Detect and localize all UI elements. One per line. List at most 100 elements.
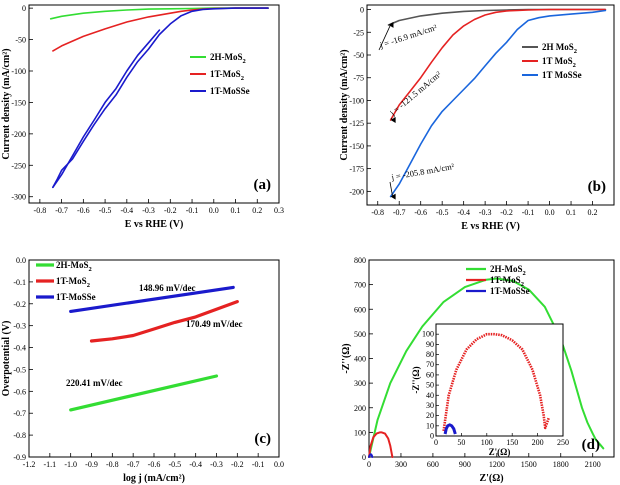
y-tick-label: -250 xyxy=(11,161,26,170)
y-tick-label: 400 xyxy=(354,355,366,364)
inset-y-tick-label: 20 xyxy=(426,411,434,420)
x-tick-label: -0.6 xyxy=(148,460,161,469)
series-line-1 xyxy=(368,431,394,458)
x-axis-label: E vs RHE (V) xyxy=(125,219,184,230)
x-tick-label: -0.5 xyxy=(436,208,449,217)
annotation-arrowhead xyxy=(390,193,396,200)
legend-label: 2H-MoS2 xyxy=(56,260,92,273)
x-tick-label: -0.2 xyxy=(231,460,244,469)
series-line-0 xyxy=(49,7,269,20)
y-axis-label: Overpotential (V) xyxy=(1,321,12,397)
x-tick-label: -0.4 xyxy=(189,460,202,469)
x-tick-label: -0.8 xyxy=(371,208,384,217)
x-tick-label: 0.1 xyxy=(566,208,576,217)
x-tick-label: -0.2 xyxy=(164,206,177,215)
x-tick-label: -0.3 xyxy=(142,206,155,215)
y-tick-label: 100 xyxy=(354,428,366,437)
x-tick-label: -0.7 xyxy=(127,460,140,469)
legend-label: 1T-MoS2 xyxy=(56,276,90,289)
y-tick-label: -25 xyxy=(353,28,364,37)
y-axis-label: Current density (mA/cm²) xyxy=(339,49,350,160)
panel-c: -1.2 -1.1 -1.0 -0.9 -0.8 -0.7 -0.6 -0.5 -0.4 -0.3… xyxy=(1,256,284,484)
y-axis-label: Current density (mA/cm²) xyxy=(1,48,12,159)
y-tick-label: -0.4 xyxy=(13,344,26,353)
inset-y-tick-label: 60 xyxy=(426,370,434,379)
inset-y-tick-label: 40 xyxy=(426,391,434,400)
annotation-label: j = -121.5 mA/cm² xyxy=(387,69,443,118)
legend-label: 2H-MoS2 xyxy=(490,264,526,277)
annotation-arrow xyxy=(389,181,394,197)
annotation-label: j = -205.8 mA/cm² xyxy=(390,161,456,182)
x-tick-label: -0.6 xyxy=(77,206,90,215)
inset-x-tick-label: 100 xyxy=(481,438,493,447)
x-tick-label: 0.2 xyxy=(252,206,262,215)
series-line-1 xyxy=(389,8,607,121)
y-tick-label: 0 xyxy=(22,4,26,13)
inset-y-tick-label: 90 xyxy=(426,340,434,349)
x-tick-label: -0.8 xyxy=(34,206,47,215)
y-tick-label: 0 xyxy=(360,6,364,15)
inset-y-tick-label: 10 xyxy=(426,421,434,430)
inset-x-tick-label: 250 xyxy=(557,438,569,447)
y-tick-label: -100 xyxy=(349,96,364,105)
panel-label: (b) xyxy=(588,179,606,195)
y-tick-label: -0.7 xyxy=(13,409,26,418)
legend-label: 2H-MoS2 xyxy=(210,52,246,65)
series-line-1 xyxy=(52,7,269,52)
legend-label: 1T-MoS2 xyxy=(210,69,244,82)
y-tick-label: -0.9 xyxy=(13,453,26,462)
x-tick-label: 1200 xyxy=(489,460,505,469)
y-tick-label: 700 xyxy=(354,281,366,290)
y-tick-label: -100 xyxy=(11,67,26,76)
panel-label: (a) xyxy=(254,177,272,193)
plot-frame-b xyxy=(366,4,615,206)
series-line-1 xyxy=(89,300,239,343)
x-tick-label: 0.3 xyxy=(274,206,284,215)
x-axis-label: log j (mA/cm²) xyxy=(123,473,185,484)
y-tick-label: -200 xyxy=(349,187,364,196)
x-tick-label: -0.2 xyxy=(500,208,513,217)
inset-y-tick-label: 30 xyxy=(426,401,434,410)
x-tick-label: 0.1 xyxy=(231,206,241,215)
x-tick-label: -0.9 xyxy=(85,460,98,469)
y-tick-label: 0.0 xyxy=(16,256,26,265)
panel-a: -0.8 -0.7 -0.6 -0.5 -0.4 -0.3 -0.2 -0.1 0.0 0.1 0.… xyxy=(1,4,284,230)
x-tick-label: 1500 xyxy=(521,460,537,469)
inset-y-tick-label: 80 xyxy=(426,350,434,359)
series-line-2 xyxy=(389,9,607,198)
inset-y-axis-label: -Z''(Ω) xyxy=(411,366,421,393)
inset-y-tick-label: 70 xyxy=(426,360,434,369)
inset-y-tick-label: 50 xyxy=(426,381,434,390)
y-tick-label: -200 xyxy=(11,130,26,139)
y-tick-label: -0.6 xyxy=(13,387,26,396)
legend-label: 1T MoS2 xyxy=(542,56,576,69)
x-tick-label: 0.0 xyxy=(274,460,284,469)
y-tick-label: 500 xyxy=(354,330,366,339)
x-tick-label: -0.4 xyxy=(457,208,470,217)
y-tick-label: -0.8 xyxy=(13,431,26,440)
y-tick-label: -0.3 xyxy=(13,322,26,331)
y-tick-label: 800 xyxy=(354,256,366,265)
x-tick-label: -0.8 xyxy=(106,460,119,469)
y-tick-label: -0.1 xyxy=(13,278,26,287)
x-tick-label: 600 xyxy=(427,460,439,469)
x-tick-label: -0.1 xyxy=(522,208,535,217)
slope-label: 220.41 mV/dec xyxy=(66,378,123,388)
legend-label: 1T-MoSSe xyxy=(490,286,530,296)
inset-x-tick-label: 200 xyxy=(532,438,544,447)
inset-x-tick-label: 0 xyxy=(434,438,438,447)
legend-label: 1T-MoS2 xyxy=(490,275,524,288)
x-tick-label: -0.7 xyxy=(55,206,68,215)
y-tick-label: 0 xyxy=(362,453,366,462)
x-tick-label: -1.1 xyxy=(43,460,56,469)
x-tick-label: -0.5 xyxy=(168,460,181,469)
panel-b: -0.8 -0.7 -0.6 -0.5 -0.4 -0.3 -0.2 -0.1 0.0 0.1 0.… xyxy=(339,4,615,232)
y-tick-label: -0.5 xyxy=(13,365,26,374)
inset-plot: 0 50 100 150 200 2500102030405060708090100Z'(… xyxy=(411,323,569,457)
y-tick-label: -150 xyxy=(11,98,26,107)
annotation-label: j = -16.9 mA/cm² xyxy=(378,22,439,50)
x-tick-label: -0.4 xyxy=(120,206,133,215)
x-tick-label: 1800 xyxy=(553,460,569,469)
inset-y-tick-label: 100 xyxy=(422,330,434,339)
